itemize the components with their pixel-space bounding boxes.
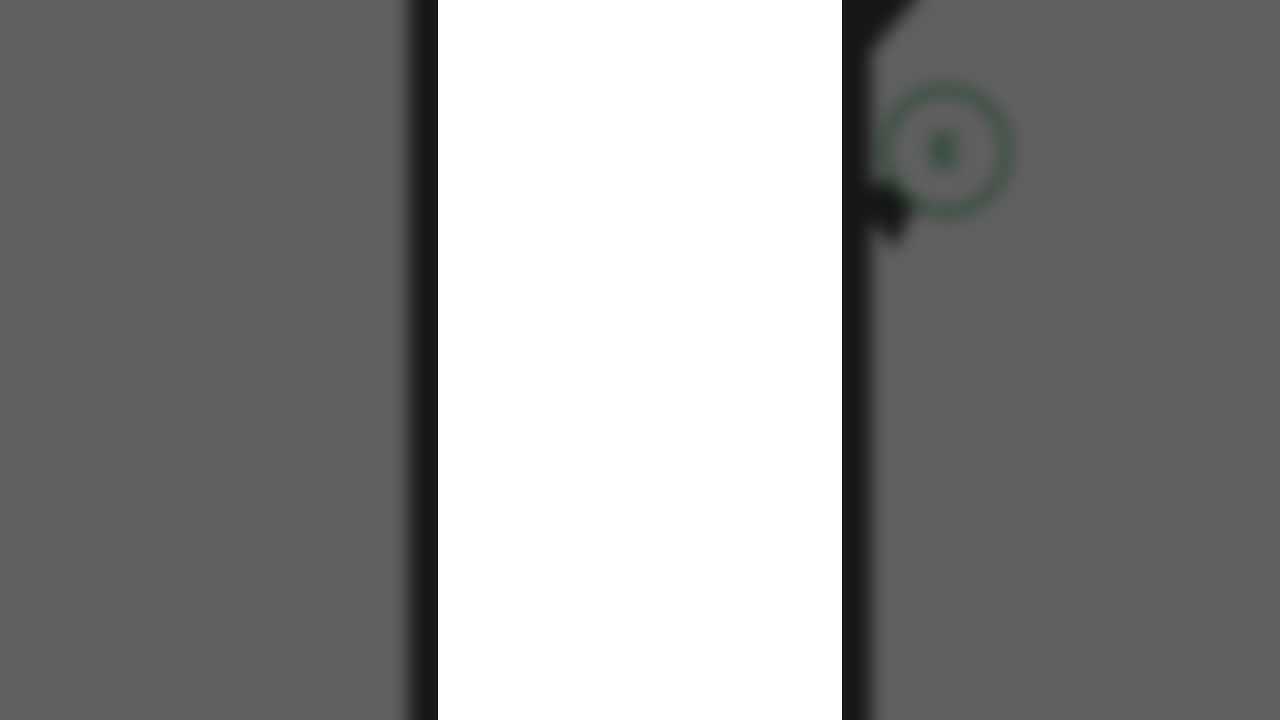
stage: Е На рисунке — схема дорог, связывающих …	[0, 0, 1280, 720]
problem-page	[438, 0, 842, 720]
